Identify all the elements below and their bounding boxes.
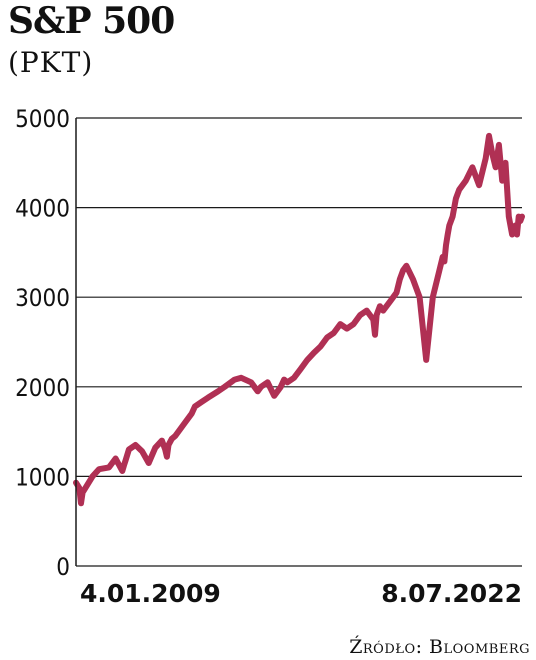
y-tick-label: 2000 (15, 374, 70, 402)
x-tick-label: 4.01.2009 (80, 579, 221, 608)
y-tick-label: 5000 (15, 105, 70, 133)
x-axis-tick-labels: 4.01.2009 8.07.2022 (80, 579, 522, 608)
grid-lines (76, 117, 522, 567)
source-credit: Źródło: Bloomberg (349, 636, 530, 658)
series-layer (73, 132, 525, 507)
y-tick-label: 3000 (15, 284, 70, 312)
series-line (73, 132, 525, 507)
y-tick-label: 0 (56, 553, 70, 581)
y-tick-label: 4000 (15, 195, 70, 223)
x-tick-label: 8.07.2022 (381, 579, 522, 608)
chart-title: S&P 500 (8, 0, 175, 42)
chart-unit-label: (PKT) (8, 46, 94, 79)
y-axis-tick-labels: 0 1000 2000 3000 4000 5000 (15, 105, 70, 581)
y-tick-label: 1000 (15, 463, 70, 491)
